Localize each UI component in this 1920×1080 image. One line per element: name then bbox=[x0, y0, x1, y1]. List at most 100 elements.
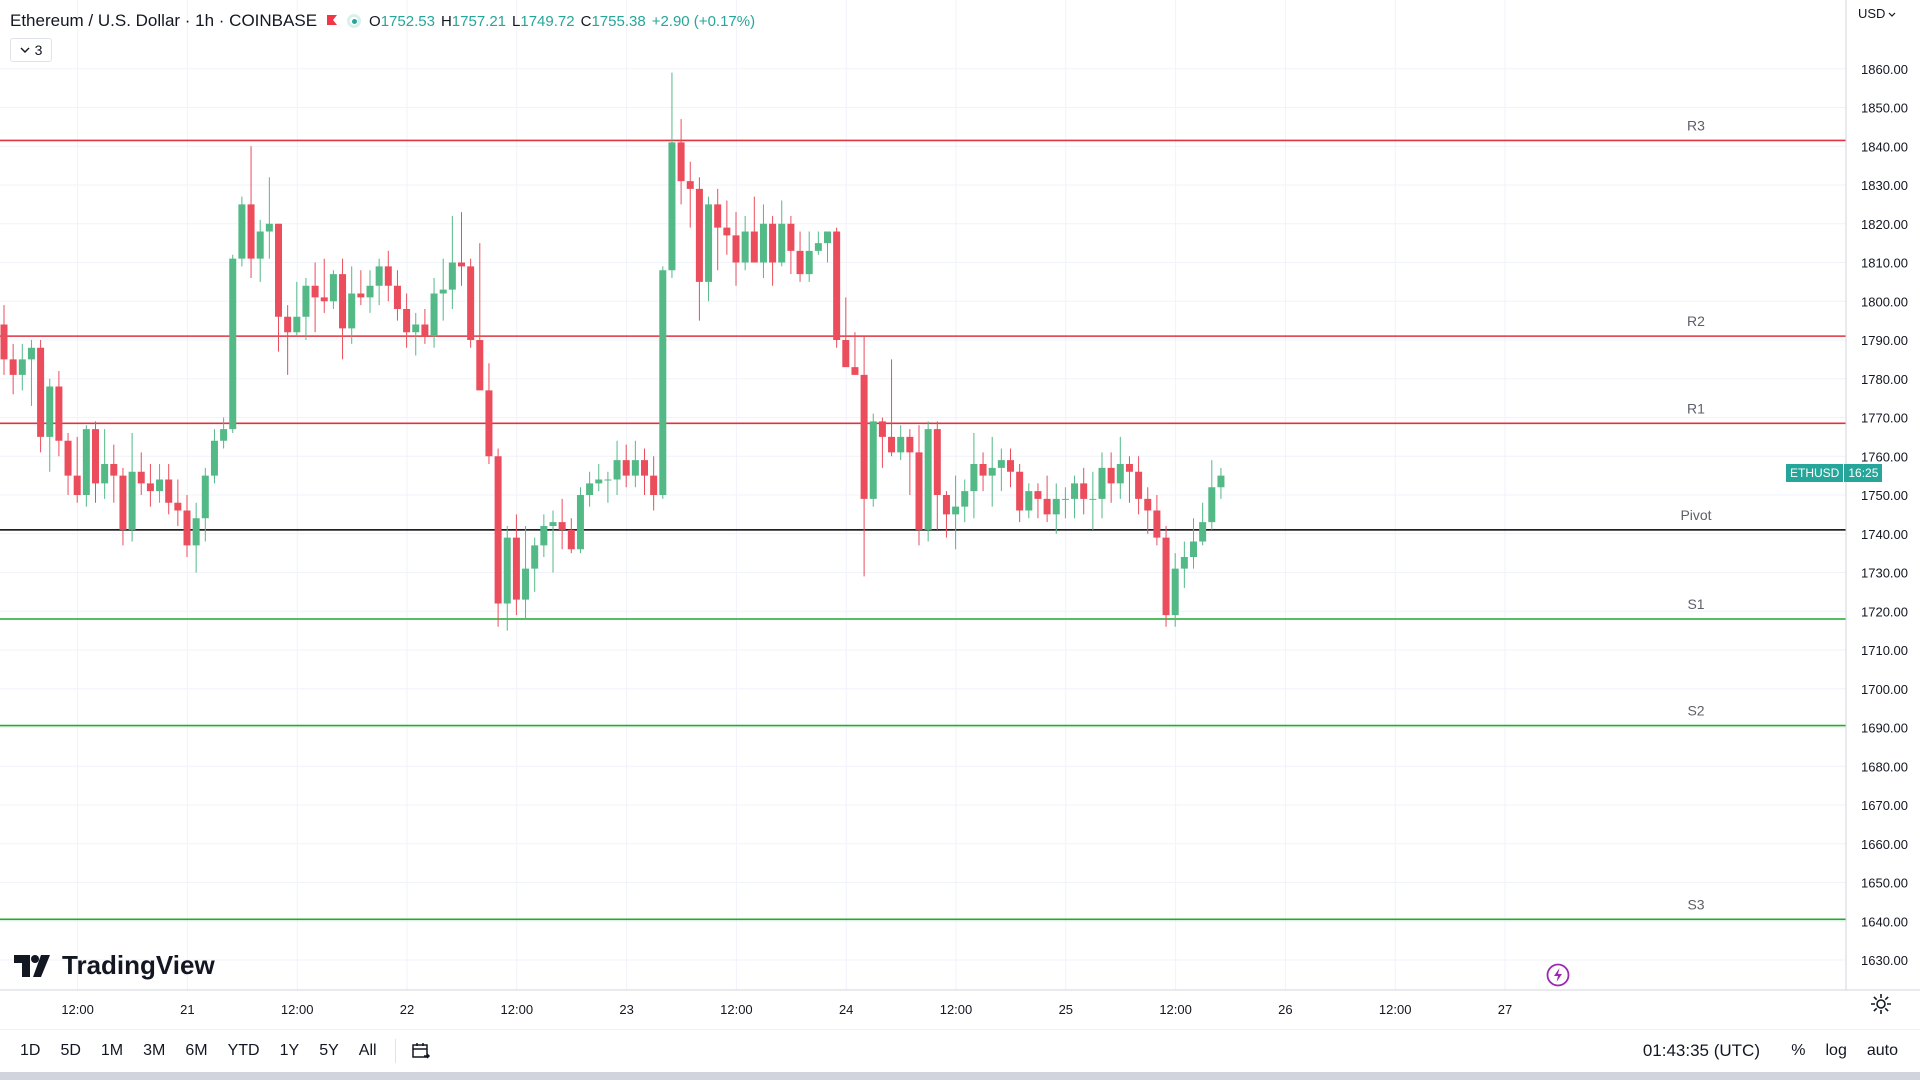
candle-body bbox=[1190, 541, 1197, 557]
candle bbox=[256, 219, 264, 282]
candle-body bbox=[512, 537, 520, 600]
candle-body bbox=[705, 204, 713, 282]
candle bbox=[869, 413, 877, 507]
time-tick-label: 12:00 bbox=[281, 1002, 314, 1017]
candle-body bbox=[503, 537, 511, 604]
candle bbox=[1135, 456, 1143, 515]
candle bbox=[961, 479, 969, 523]
candle bbox=[220, 417, 228, 449]
candle-body bbox=[915, 452, 923, 530]
range-button-5y[interactable]: 5Y bbox=[319, 1042, 339, 1059]
tradingview-logo[interactable]: TradingView bbox=[14, 950, 215, 981]
candle bbox=[878, 417, 886, 468]
candle-body bbox=[604, 479, 612, 481]
candle-body bbox=[46, 386, 54, 437]
range-button-all[interactable]: All bbox=[358, 1042, 377, 1059]
candle-body bbox=[375, 266, 383, 286]
candle-body bbox=[485, 390, 493, 457]
currency-selector[interactable]: USD bbox=[1858, 6, 1896, 21]
candle bbox=[174, 479, 182, 526]
candle bbox=[924, 421, 932, 542]
price-tick-label: 1850.00 bbox=[1861, 101, 1908, 116]
percent-scale-toggle[interactable]: % bbox=[1791, 1042, 1806, 1059]
candle bbox=[842, 297, 850, 368]
candle bbox=[412, 312, 420, 356]
candle-body bbox=[750, 231, 758, 263]
candle bbox=[458, 212, 465, 286]
candle-body bbox=[1217, 475, 1225, 488]
range-button-1m[interactable]: 1M bbox=[100, 1042, 124, 1059]
candle bbox=[1052, 483, 1060, 534]
price-tick-label: 1780.00 bbox=[1861, 372, 1908, 387]
level-label-r3: R3 bbox=[1687, 117, 1705, 133]
candle-body bbox=[247, 204, 255, 259]
candle bbox=[723, 200, 731, 255]
price-tick-label: 1720.00 bbox=[1861, 604, 1908, 619]
candle bbox=[1162, 526, 1170, 627]
candle bbox=[247, 146, 255, 278]
candle-body bbox=[668, 142, 676, 271]
candle-body bbox=[906, 436, 914, 453]
candle-body bbox=[613, 460, 621, 480]
candle-body bbox=[73, 475, 81, 495]
ohlc-values: O1752.53 H1757.21 L1749.72 C1755.38 +2.9… bbox=[369, 12, 756, 30]
open-value: 1752.53 bbox=[380, 12, 435, 30]
candle bbox=[119, 467, 127, 546]
candle-body bbox=[860, 374, 868, 499]
candle-body bbox=[933, 429, 941, 495]
candle-body bbox=[293, 316, 301, 333]
candle bbox=[988, 436, 996, 507]
candle-body bbox=[1080, 483, 1088, 499]
candle-body bbox=[558, 522, 566, 530]
candle bbox=[1171, 553, 1179, 627]
range-button-1y[interactable]: 1Y bbox=[279, 1042, 300, 1059]
utc-clock[interactable]: 01:43:35 (UTC) bbox=[1642, 1041, 1760, 1060]
candle bbox=[750, 196, 758, 263]
price-tick-label: 1740.00 bbox=[1861, 527, 1908, 542]
price-tick-label: 1790.00 bbox=[1861, 333, 1908, 348]
candle bbox=[0, 305, 8, 375]
flag-icon[interactable] bbox=[325, 14, 339, 28]
candle bbox=[695, 177, 703, 321]
candle bbox=[897, 425, 905, 461]
range-button-ytd[interactable]: YTD bbox=[227, 1042, 260, 1059]
market-status-icon[interactable] bbox=[347, 14, 362, 28]
indicators-toggle[interactable]: 3 bbox=[10, 38, 52, 62]
candle bbox=[1098, 452, 1106, 519]
range-button-5d[interactable]: 5D bbox=[60, 1042, 81, 1059]
candle bbox=[320, 258, 328, 313]
candle bbox=[997, 448, 1005, 492]
candle bbox=[814, 231, 822, 255]
price-tick-label: 1820.00 bbox=[1861, 217, 1908, 232]
calendar-goto-icon[interactable] bbox=[410, 1040, 432, 1062]
candle-body bbox=[1171, 568, 1179, 616]
candle-body bbox=[448, 262, 456, 290]
candle bbox=[27, 340, 35, 406]
symbol-legend[interactable]: Ethereum / U.S. Dollar · 1h · COINBASE O… bbox=[10, 10, 755, 32]
time-tick-label: 22 bbox=[400, 1002, 414, 1017]
candle bbox=[494, 448, 502, 627]
candle-body bbox=[1116, 464, 1124, 484]
symbol-title[interactable]: Ethereum / U.S. Dollar · 1h · COINBASE bbox=[10, 11, 318, 30]
candle-body bbox=[1125, 464, 1133, 472]
candle-body bbox=[201, 475, 209, 519]
candle bbox=[46, 378, 54, 472]
candle bbox=[558, 498, 566, 550]
candle-body bbox=[220, 429, 228, 441]
candle bbox=[275, 223, 282, 352]
bottom-toolbar: 1D 5D 1M 3M 6M YTD 1Y 5Y All 01:43:35 (UTC) % lo… bbox=[0, 1030, 1920, 1072]
log-scale-toggle[interactable]: log bbox=[1825, 1042, 1847, 1059]
candle bbox=[18, 343, 26, 391]
range-button-6m[interactable]: 6M bbox=[185, 1042, 208, 1059]
range-button-1d[interactable]: 1D bbox=[20, 1042, 41, 1059]
price-tick-label: 1750.00 bbox=[1861, 488, 1908, 503]
candle-body bbox=[1089, 498, 1097, 500]
range-button-3m[interactable]: 3M bbox=[143, 1042, 166, 1059]
candle bbox=[512, 514, 520, 616]
candle-body bbox=[631, 460, 639, 476]
candle-body bbox=[979, 464, 987, 476]
lightning-icon[interactable] bbox=[1546, 963, 1570, 987]
gear-icon[interactable] bbox=[1870, 993, 1892, 1015]
auto-scale-toggle[interactable]: auto bbox=[1866, 1042, 1898, 1059]
